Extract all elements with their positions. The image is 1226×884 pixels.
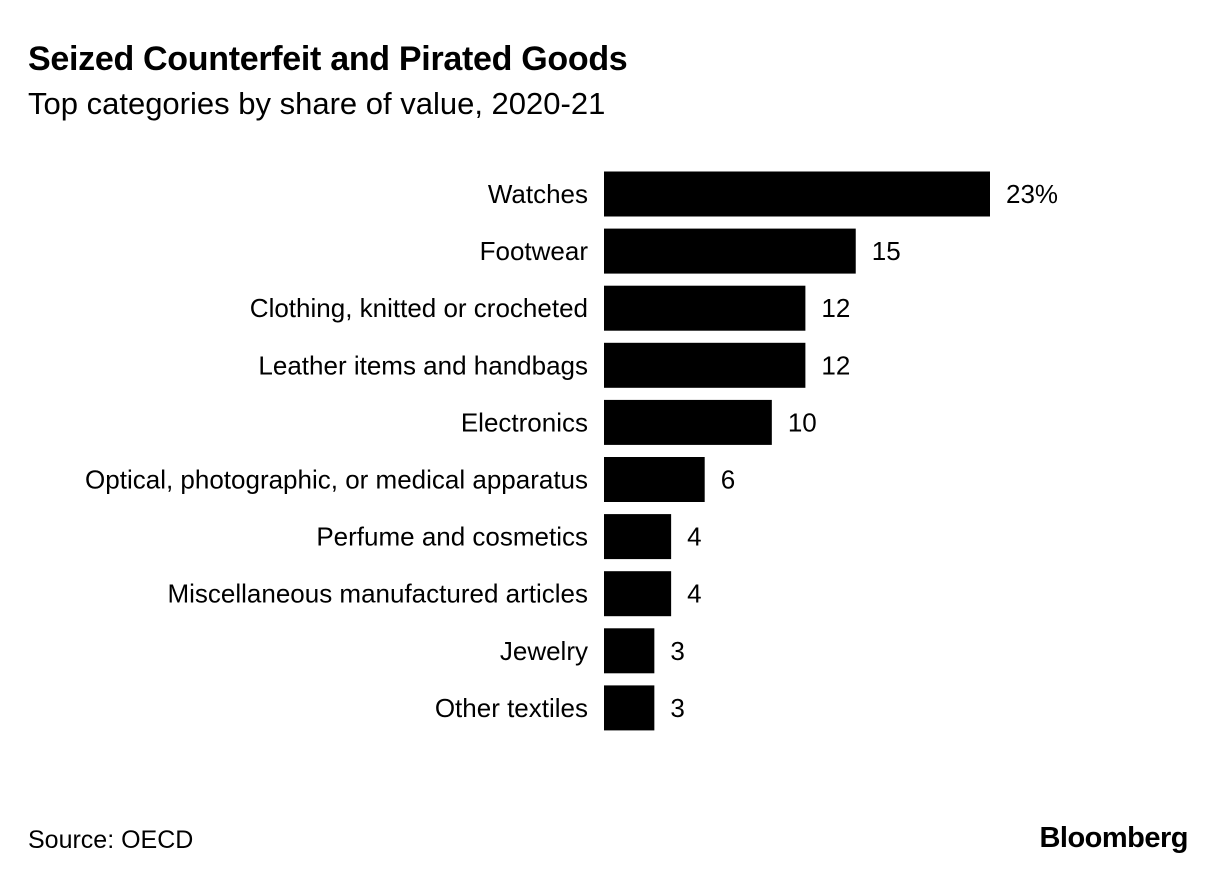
source-note: Source: OECD [28, 826, 194, 854]
category-label: Footwear [480, 236, 589, 266]
value-label: 15 [872, 236, 901, 266]
bar-group: Miscellaneous manufactured articles 4 [167, 571, 702, 617]
bar-group: Perfume and cosmetics 4 [316, 514, 702, 560]
bar [604, 457, 705, 502]
value-label: 4 [687, 522, 701, 552]
value-label: 6 [721, 465, 735, 495]
value-label: 23% [1006, 179, 1058, 209]
bar [604, 514, 672, 560]
value-label: 3 [670, 636, 684, 666]
chart-subtitle: Top categories by share of value, 2020-2… [28, 86, 606, 121]
bar [604, 628, 655, 674]
chart-title: Seized Counterfeit and Pirated Goods [28, 40, 628, 78]
bar [604, 285, 806, 331]
bar-group: Other textiles 3 [435, 685, 685, 731]
bar-group: Jewelry 3 [500, 628, 685, 674]
bar [604, 399, 772, 445]
bar [604, 228, 856, 274]
category-label: Optical, photographic, or medical appara… [85, 465, 588, 495]
bar-group: Clothing, knitted or crocheted 12 [250, 285, 850, 331]
value-label: 12 [821, 293, 850, 323]
category-label: Leather items and handbags [258, 350, 588, 380]
value-label: 10 [788, 407, 817, 437]
value-label: 3 [670, 693, 684, 723]
category-label: Other textiles [435, 693, 588, 723]
bar-group: Footwear 15 [480, 228, 901, 274]
value-label: 4 [687, 579, 701, 609]
bar-group: Watches 23% [488, 171, 1058, 217]
category-label: Perfume and cosmetics [316, 522, 588, 552]
category-label: Jewelry [500, 636, 588, 666]
bar [604, 342, 806, 388]
bar [604, 685, 655, 731]
bar [604, 571, 672, 617]
category-label: Miscellaneous manufactured articles [167, 579, 588, 609]
bar-chart: Watches 23% Footwear 15 Clothing, knitted or… [85, 171, 1058, 731]
bar [604, 171, 990, 217]
category-label: Electronics [461, 407, 588, 437]
bar-group: Electronics 10 [461, 399, 817, 445]
category-label: Watches [488, 179, 588, 209]
bloomberg-logo: Bloomberg [1039, 822, 1188, 854]
bar-group: Leather items and handbags 12 [258, 342, 850, 388]
category-label: Clothing, knitted or crocheted [250, 293, 588, 323]
bar-group: Optical, photographic, or medical appara… [85, 457, 735, 502]
value-label: 12 [821, 350, 850, 380]
